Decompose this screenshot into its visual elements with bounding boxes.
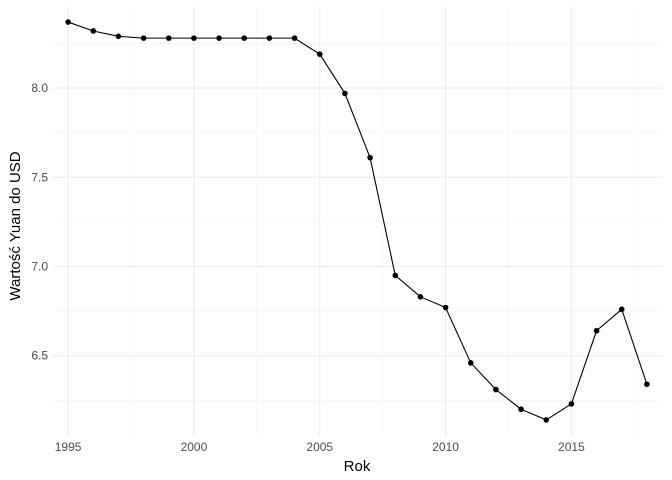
major-gridlines [53, 6, 662, 436]
data-point [518, 406, 524, 413]
data-point [568, 401, 575, 407]
data-point [191, 35, 197, 41]
y-tick-label: 8.0 [31, 81, 48, 95]
data-point [342, 90, 348, 97]
y-tick-label: 6.5 [31, 349, 48, 363]
data-point [367, 154, 373, 161]
y-tick-labels: 6.5 7.0 7.5 8.0 [31, 81, 48, 363]
data-point [65, 19, 71, 25]
data-point [266, 35, 273, 41]
data-point [165, 35, 172, 41]
data-point [90, 28, 97, 34]
data-point [543, 417, 550, 423]
data-point [467, 360, 474, 366]
series-line [67, 21, 648, 421]
data-point [593, 327, 600, 334]
x-tick-label: 2015 [558, 440, 585, 454]
data-point [644, 381, 650, 388]
data-point [241, 35, 248, 41]
data-point [442, 304, 449, 311]
x-axis-title: Rok [344, 458, 371, 475]
data-point [618, 306, 625, 313]
x-tick-label: 2005 [306, 440, 333, 454]
data-point [291, 35, 298, 41]
data-point [316, 51, 323, 57]
x-tick-label: 2000 [181, 440, 208, 454]
minor-gridlines [53, 6, 662, 436]
data-points [65, 19, 650, 423]
data-point [115, 33, 122, 40]
data-point [140, 35, 147, 41]
data-point [493, 386, 499, 393]
y-tick-label: 7.5 [31, 170, 48, 184]
y-axis-title: Wartość Yuan do USD [7, 151, 24, 300]
data-point [417, 294, 424, 300]
x-tick-label: 2010 [432, 440, 459, 454]
x-tick-labels: 1995 2000 2005 2010 2015 [55, 440, 585, 454]
x-tick-label: 1995 [55, 440, 82, 454]
y-tick-label: 7.0 [31, 259, 48, 273]
data-point [392, 272, 399, 279]
data-point [216, 35, 222, 41]
